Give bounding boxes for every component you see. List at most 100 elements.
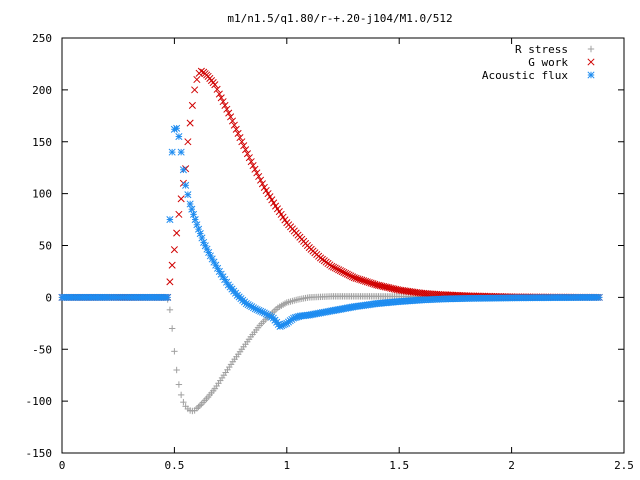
x-tick-label: 2.5 [614, 459, 634, 472]
data-point [223, 105, 231, 113]
data-point [230, 121, 238, 129]
legend-label: Acoustic flux [482, 69, 568, 82]
x-tick-label: 2 [508, 459, 515, 472]
data-point [197, 67, 205, 75]
data-point [264, 190, 272, 198]
data-point [595, 293, 603, 301]
data-point [348, 273, 357, 281]
data-point [215, 90, 223, 98]
x-tick-label: 1.5 [389, 459, 409, 472]
data-point [191, 86, 199, 94]
data-point [251, 165, 259, 173]
data-point [193, 75, 201, 84]
data-point [193, 405, 201, 412]
data-point [168, 148, 176, 156]
data-point [173, 124, 181, 132]
data-point [347, 272, 355, 280]
data-point [258, 180, 267, 188]
x-tick-label: 0.5 [164, 459, 184, 472]
data-point [173, 229, 181, 237]
plot-frame [61, 37, 625, 454]
data-point [195, 403, 202, 411]
data-point [270, 199, 278, 207]
data-point [180, 398, 187, 406]
data-point [164, 293, 172, 301]
data-point [173, 366, 180, 374]
data-point [268, 196, 276, 204]
legend-label: G work [528, 56, 568, 69]
data-point [213, 85, 221, 93]
data-point [175, 133, 183, 141]
data-point [336, 267, 344, 275]
data-point [184, 138, 192, 146]
data-point [262, 186, 270, 195]
data-point [184, 191, 192, 199]
data-point [219, 98, 227, 106]
legend-marker [587, 58, 595, 66]
data-point [338, 267, 346, 276]
x-tick-label: 1 [283, 459, 290, 472]
data-point [243, 150, 252, 158]
data-point [186, 200, 194, 208]
y-tick-label: -100 [26, 395, 53, 408]
data-point [240, 142, 248, 150]
axes: 0 0.5 1 1.5 2 2.5 -150 -100 -50 0 50 100 150 200 250 [26, 32, 634, 472]
data-point [177, 195, 185, 203]
data-point [166, 278, 174, 286]
data-point [335, 266, 343, 274]
series-1 [58, 67, 603, 301]
data-point [171, 348, 178, 355]
series-layer [58, 67, 603, 415]
x-tick-label: 0 [59, 459, 66, 472]
data-point [166, 216, 174, 224]
y-tick-label: 250 [32, 32, 52, 45]
data-point [242, 146, 250, 154]
data-point [266, 193, 274, 201]
data-point [186, 119, 194, 127]
y-tick-label: 50 [39, 240, 52, 253]
y-tick-label: 0 [45, 291, 52, 304]
data-point [257, 176, 265, 184]
data-point [182, 181, 190, 189]
data-point [221, 101, 229, 109]
data-point [168, 325, 176, 332]
data-point [238, 138, 246, 146]
data-point [228, 117, 237, 125]
data-point [232, 125, 240, 133]
data-point [175, 381, 183, 388]
data-point [328, 262, 336, 270]
data-point [191, 216, 199, 224]
data-point [166, 306, 174, 314]
data-point [227, 113, 235, 121]
y-tick-label: -150 [26, 447, 53, 460]
legend-marker [587, 45, 595, 53]
data-point [225, 109, 233, 117]
data-point [340, 268, 348, 276]
data-point [177, 391, 185, 399]
data-point [260, 183, 268, 191]
y-tick-label: 100 [32, 188, 52, 201]
data-point [168, 261, 176, 269]
data-point [249, 162, 257, 170]
data-point [236, 134, 244, 142]
y-tick-label: -50 [32, 343, 52, 356]
data-point [177, 148, 185, 156]
data-point [179, 166, 187, 174]
data-point [175, 210, 183, 218]
data-point [343, 270, 351, 278]
data-point [188, 101, 196, 109]
data-point [333, 265, 341, 273]
data-point [253, 169, 261, 177]
data-point [217, 94, 225, 102]
data-point [170, 246, 178, 254]
data-point [331, 264, 339, 272]
chart-title: m1/n1.5/q1.80/r-+.20-j104/M1.0/512 [227, 12, 452, 25]
y-tick-label: 200 [32, 84, 52, 97]
data-point [345, 271, 353, 279]
data-point [211, 81, 219, 89]
legend-label: R stress [515, 43, 568, 56]
data-point [189, 210, 198, 218]
data-point [188, 205, 196, 213]
data-point [329, 263, 338, 271]
